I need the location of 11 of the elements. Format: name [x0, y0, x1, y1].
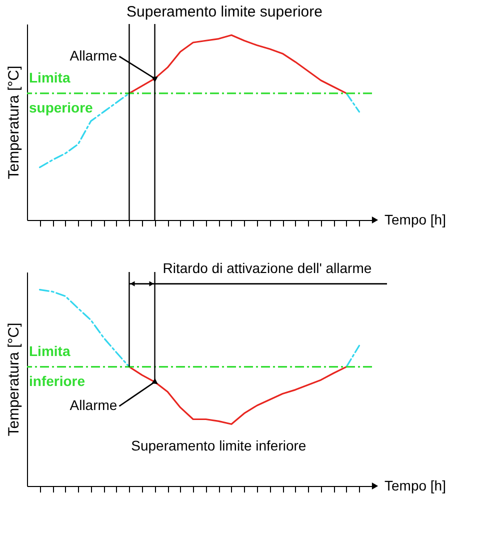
y-axis-title: Temperatura [°C] — [6, 322, 22, 436]
x-axis-title: Tempo [h] — [384, 212, 446, 228]
annotation: Allarme — [70, 47, 118, 64]
text: Ritardo di attivazione dell' allarme — [162, 260, 372, 276]
annotation: Allarme — [70, 397, 118, 414]
x-axis-title: Tempo [h] — [384, 478, 446, 494]
y-axis-title: Temperatura [°C] — [6, 66, 22, 180]
ref-line-label: Limita inferiore — [29, 342, 86, 389]
chart-title: Superamento limite superiore — [126, 3, 322, 20]
ref-line-label: Limita superiore — [29, 69, 94, 116]
annotation: Superamento limite inferiore — [131, 438, 306, 454]
